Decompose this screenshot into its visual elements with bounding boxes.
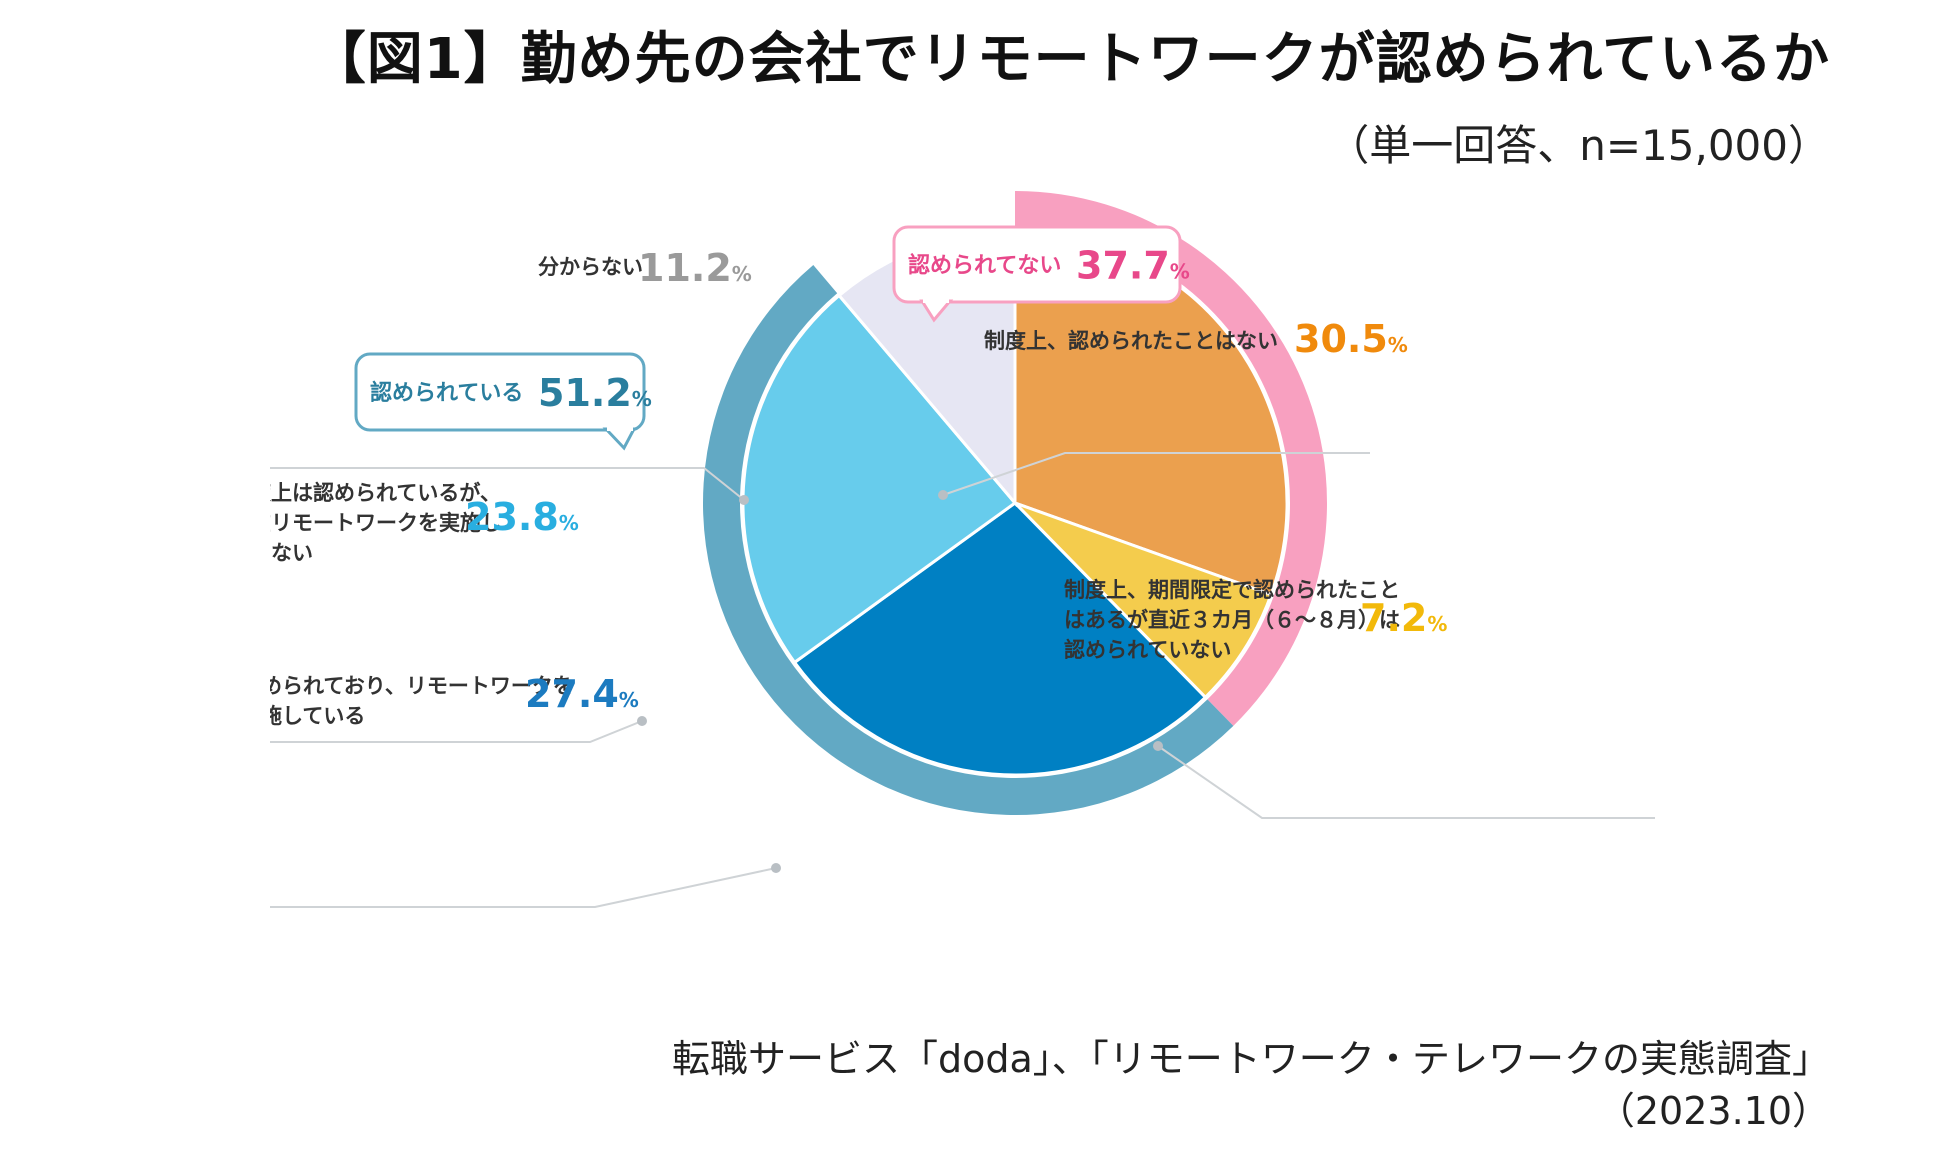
slice-unit-s4: % (559, 511, 579, 535)
slice-label-s1: 制度上、認められたことはない (984, 329, 1278, 353)
slice-value-s3: 27.4% (525, 672, 639, 716)
slice-label-s2: 認められていない (1064, 638, 1231, 662)
leader-line-s4 (270, 720, 643, 743)
callout-allowed-tail (602, 427, 637, 451)
callout-not-allowed-label: 認められてない (908, 253, 1061, 279)
callout-allowed-box (354, 352, 646, 432)
slice-label-s3: 認められており、リモートワークを (270, 674, 574, 698)
callout-allowed-unit: % (632, 387, 652, 411)
slice-unit-s3: % (619, 688, 639, 712)
slice-label-s2: はあるが直近３カ月（６～８月）は (1064, 608, 1400, 632)
slice-value-s5: 11.2% (638, 246, 752, 290)
page-title: 【図1】勤め先の会社でリモートワークが認められているか (309, 27, 1830, 92)
slice-label-s4: 現在リモートワークを実施し (270, 511, 502, 535)
callout-not-allowed-box (892, 225, 1182, 304)
leader-dot-s5 (739, 495, 749, 505)
callout-not-allowed-unit: % (1170, 260, 1190, 284)
leader-dot-s1 (938, 490, 948, 500)
source-note: 転職サービス「doda」、「リモートワーク・テレワークの実態調査」 (671, 1037, 1830, 1081)
group-arc-allowed (703, 264, 1234, 815)
slice-value-s4: 23.8% (465, 495, 579, 539)
slice-unit-s2: % (1427, 612, 1447, 636)
pie-slice-s2 (1013, 501, 1274, 700)
pie-slice-s4 (741, 293, 1018, 665)
slice-label-s4: 制度上は認められているが、 (270, 481, 501, 505)
group-arc-not-allowed (1015, 191, 1327, 726)
slice-value-s1: 30.5% (1294, 317, 1408, 361)
leader-line-s5 (270, 467, 745, 501)
leader-line-s2 (1157, 745, 1655, 819)
leader-dot-s2 (1153, 741, 1163, 751)
page-subtitle: （単一回答、n=15,000） (1327, 121, 1830, 170)
slice-value-s2: 7.2% (1360, 596, 1447, 640)
slice-label-s5: 分からない (538, 255, 643, 279)
leader-dot-s4 (637, 716, 647, 726)
slice-unit-s1: % (1388, 333, 1408, 357)
leader-dot-s3 (771, 863, 781, 873)
pie-slice-s3 (792, 501, 1208, 777)
leader-line-s3 (270, 867, 777, 908)
slice-unit-s5: % (732, 262, 752, 286)
leader-line-s1 (942, 452, 1370, 496)
source-date: （2023.10） (1596, 1089, 1830, 1133)
pie-chart: 制度上、認められたことはない 30.5% 制度上、期間限定で認められたこと はあるが直… (270, 185, 1790, 1015)
slice-label-s3: 実施している (270, 704, 365, 728)
callout-allowed-label: 認められている (370, 380, 523, 406)
slice-label-s2: 制度上、期間限定で認められたこと (1064, 578, 1400, 602)
slice-label-s4: ていない (270, 541, 313, 565)
